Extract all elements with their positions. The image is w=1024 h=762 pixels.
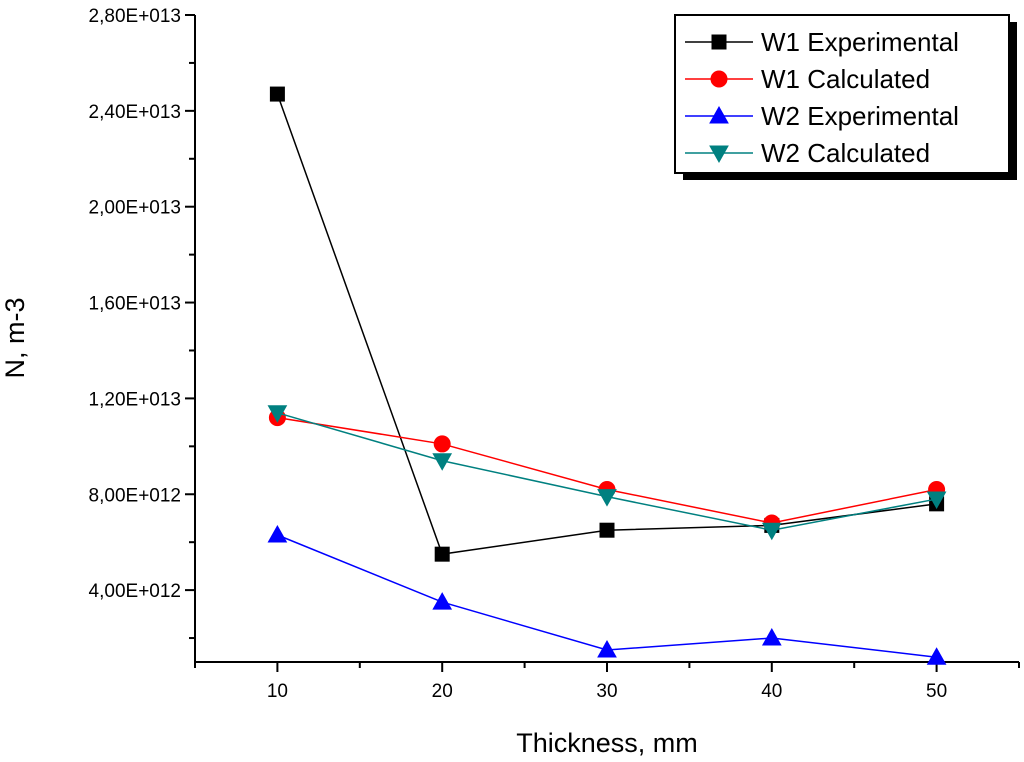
data-point [597,489,617,507]
legend-label: W2 Calculated [761,138,930,168]
data-point [597,639,617,658]
data-point [761,628,782,646]
y-tick-label: 1,60E+013 [89,294,181,315]
legend-label: W2 Experimental [761,101,959,131]
series-w2-calculated [267,405,947,541]
legend: W1 Experimental W1 Calculated W2 Experimen… [674,14,1017,180]
series-line [277,412,937,531]
y-axis-title: N, m-3 [0,298,30,379]
x-tick-label: 30 [596,681,617,702]
legend-item: W1 Calculated [685,64,930,94]
legend-item: W2 Calculated [685,138,930,168]
data-point [267,524,288,543]
data-point [267,405,288,423]
data-point [926,647,947,665]
data-point [432,453,453,471]
data-point [761,522,782,541]
legend-items: W1 Experimental W1 Calculated W2 Experimen… [685,27,959,168]
legend-marker [709,105,729,124]
y-tick-label: 1,20E+013 [89,389,181,410]
series-layer [267,86,947,665]
legend-label: W1 Experimental [761,27,959,57]
legend-item: W2 Experimental [685,101,959,131]
y-tick-label: 2,80E+013 [89,6,181,27]
x-axis-title: Thickness, mm [516,728,698,758]
legend-marker [709,145,729,164]
data-point [926,491,947,510]
data-point [434,546,450,562]
legend-item: W1 Experimental [685,27,959,57]
series-line [277,416,937,524]
data-point [599,522,615,538]
x-tick-label: 20 [432,681,453,702]
y-tick-label: 2,40E+013 [89,102,181,123]
x-tick-label: 50 [926,681,947,702]
data-point [432,592,453,610]
data-point [433,435,451,453]
series-w2-experimental [267,524,947,665]
legend-marker [710,70,728,88]
legend-marker [711,34,727,50]
y-tick-label: 4,00E+012 [89,581,181,602]
ticks: 10 20 30 40 50 4,00E+012 8,00E+012 1,20E+013 1,6… [89,6,1020,702]
y-tick-label: 8,00E+012 [89,485,181,506]
series-w1-calculated [268,409,946,532]
series-line [277,534,937,658]
x-tick-label: 10 [267,681,288,702]
data-point [269,86,285,102]
legend-label: W1 Calculated [761,64,930,94]
y-tick-label: 2,00E+013 [89,198,181,219]
x-tick-label: 40 [761,681,782,702]
